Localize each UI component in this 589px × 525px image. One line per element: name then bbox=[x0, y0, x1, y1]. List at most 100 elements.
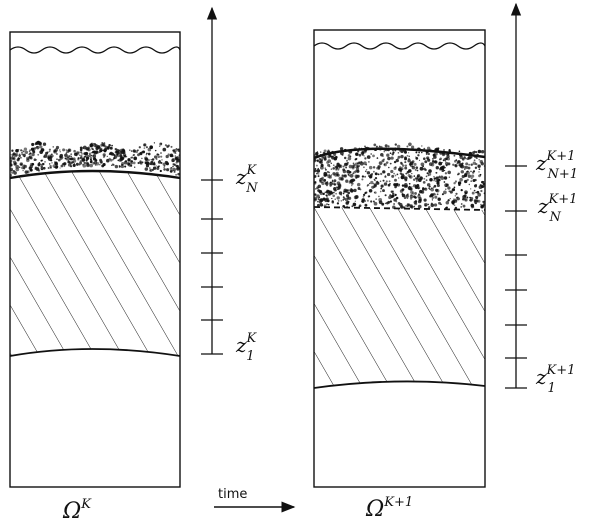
granule-dot bbox=[167, 153, 170, 156]
granule-dot bbox=[113, 157, 116, 160]
granule-dot bbox=[467, 155, 472, 160]
granule-dot bbox=[52, 146, 54, 148]
granule-dot bbox=[340, 200, 343, 202]
granule-dot bbox=[327, 149, 330, 152]
granule-dot bbox=[337, 168, 340, 171]
granule-dot bbox=[109, 146, 112, 149]
granule-dot bbox=[102, 153, 106, 157]
granule-dot bbox=[336, 196, 340, 200]
granule-dot bbox=[10, 173, 13, 177]
granule-dot bbox=[400, 162, 404, 165]
granule-dot bbox=[364, 157, 367, 160]
granule-dot bbox=[314, 168, 317, 170]
granule-dot bbox=[464, 180, 466, 183]
granule-dot bbox=[85, 156, 90, 161]
granule-dot bbox=[407, 159, 411, 163]
granule-dot bbox=[28, 150, 31, 153]
granule-dot bbox=[384, 202, 387, 205]
granule-dot bbox=[169, 170, 173, 173]
granule-dot bbox=[342, 192, 345, 195]
granule-dot bbox=[475, 195, 479, 200]
granule-dot bbox=[171, 158, 175, 163]
granule-dot bbox=[177, 172, 180, 176]
granule-dot bbox=[436, 193, 439, 196]
granule-dot bbox=[474, 150, 478, 154]
granule-dot bbox=[35, 145, 40, 150]
granule-dot bbox=[403, 196, 407, 199]
granule-dot bbox=[89, 144, 93, 148]
granule-dot bbox=[356, 162, 359, 165]
granule-dot bbox=[314, 154, 316, 157]
granule-dot bbox=[25, 158, 30, 163]
granule-dot bbox=[407, 152, 410, 154]
granule-dot bbox=[332, 191, 335, 194]
granule-dot bbox=[160, 142, 163, 145]
granule-dot bbox=[41, 162, 45, 166]
granule-dot bbox=[378, 161, 383, 165]
granule-dot bbox=[415, 157, 419, 160]
granule-dot bbox=[108, 144, 111, 147]
panel-right-bottom-interface bbox=[313, 380, 486, 389]
granule-dot bbox=[408, 142, 412, 147]
granule-dot bbox=[372, 154, 375, 158]
granule-dot bbox=[397, 152, 400, 154]
granule-dot bbox=[406, 170, 410, 174]
granule-dot bbox=[11, 149, 14, 152]
granule-dot bbox=[364, 203, 368, 207]
granule-dot bbox=[447, 199, 450, 202]
granule-dot bbox=[174, 170, 176, 172]
granule-dot bbox=[411, 172, 413, 175]
granule-dot bbox=[459, 164, 463, 168]
granule-dot bbox=[375, 145, 378, 148]
granule-dot bbox=[141, 157, 143, 160]
granule-dot bbox=[371, 185, 375, 189]
granule-dot bbox=[467, 174, 472, 178]
granule-dot bbox=[326, 161, 329, 164]
granule-dot bbox=[417, 187, 420, 190]
panel-left-top-interface bbox=[9, 169, 181, 180]
granule-dot bbox=[17, 157, 20, 160]
granule-dot bbox=[482, 202, 485, 206]
granule-dot bbox=[83, 155, 86, 158]
granule-dot bbox=[351, 182, 354, 185]
granule-dot bbox=[372, 183, 375, 185]
granule-dot bbox=[324, 191, 326, 194]
granule-dot bbox=[440, 166, 444, 170]
granule-dot bbox=[78, 163, 81, 166]
granule-dot bbox=[316, 172, 318, 175]
granule-dot bbox=[447, 186, 451, 190]
granule-dot bbox=[460, 188, 463, 192]
granule-dot bbox=[10, 161, 12, 164]
granule-dot bbox=[319, 191, 324, 196]
granule-dot bbox=[393, 198, 397, 202]
granule-dot bbox=[477, 164, 481, 168]
granule-dot bbox=[338, 164, 343, 169]
granule-dot bbox=[453, 154, 456, 157]
granule-dot bbox=[59, 151, 61, 153]
granule-dot bbox=[430, 203, 435, 208]
granule-dot bbox=[435, 166, 439, 170]
granule-dot bbox=[327, 203, 330, 206]
granule-dot bbox=[323, 173, 326, 176]
granule-dot bbox=[422, 181, 426, 184]
granule-dot bbox=[419, 199, 422, 202]
granule-dot bbox=[62, 148, 66, 152]
granule-dot bbox=[70, 153, 73, 156]
granule-dot bbox=[330, 155, 333, 158]
granule-dot bbox=[392, 151, 395, 154]
granule-dot bbox=[449, 197, 451, 200]
granule-dot bbox=[368, 195, 371, 198]
granule-dot bbox=[153, 155, 158, 159]
granule-dot bbox=[410, 190, 414, 195]
granule-dot bbox=[157, 155, 161, 159]
granule-dot bbox=[372, 166, 376, 169]
granule-dot bbox=[85, 159, 88, 162]
granule-dot bbox=[363, 166, 365, 169]
granule-dot bbox=[112, 163, 114, 166]
granule-dot bbox=[160, 152, 162, 154]
granule-dot bbox=[155, 165, 157, 167]
granule-dot bbox=[347, 173, 350, 176]
granule-dot bbox=[56, 158, 58, 160]
granule-dot bbox=[468, 183, 471, 186]
